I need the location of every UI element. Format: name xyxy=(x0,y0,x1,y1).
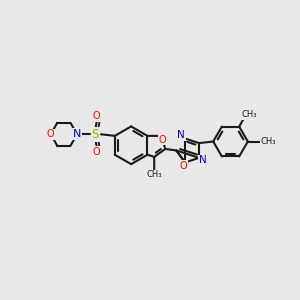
Text: N: N xyxy=(177,130,185,140)
Text: O: O xyxy=(47,129,55,139)
Text: O: O xyxy=(92,147,100,157)
Text: O: O xyxy=(180,161,187,171)
Text: O: O xyxy=(159,135,166,145)
Text: N: N xyxy=(199,155,207,165)
Text: O: O xyxy=(92,111,100,122)
Text: CH₃: CH₃ xyxy=(242,110,257,119)
Text: S: S xyxy=(92,128,99,141)
Text: N: N xyxy=(73,129,81,139)
Text: CH₃: CH₃ xyxy=(146,170,162,179)
Text: CH₃: CH₃ xyxy=(260,137,276,146)
